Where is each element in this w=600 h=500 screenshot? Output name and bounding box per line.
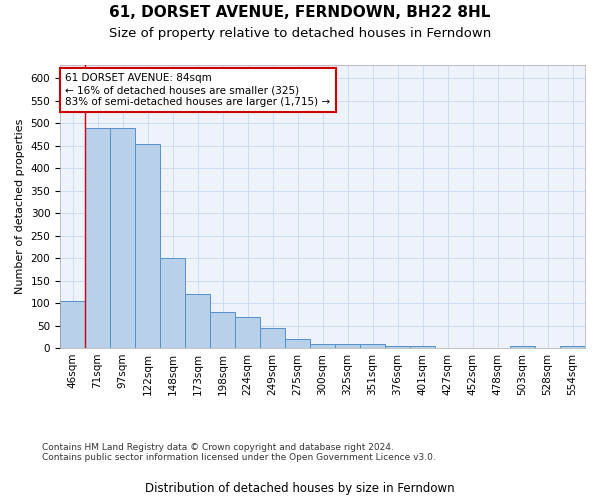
Bar [385,346,410,348]
Bar [260,328,285,348]
Bar [185,294,210,348]
Bar [285,339,310,348]
Text: 61 DORSET AVENUE: 84sqm
← 16% of detached houses are smaller (325)
83% of semi-d: 61 DORSET AVENUE: 84sqm ← 16% of detache… [65,74,331,106]
Bar [110,128,135,348]
Text: Distribution of detached houses by size in Ferndown: Distribution of detached houses by size … [145,482,455,495]
Text: Size of property relative to detached houses in Ferndown: Size of property relative to detached ho… [109,28,491,40]
Text: Contains HM Land Registry data © Crown copyright and database right 2024.
Contai: Contains HM Land Registry data © Crown c… [42,442,436,462]
Text: 61, DORSET AVENUE, FERNDOWN, BH22 8HL: 61, DORSET AVENUE, FERNDOWN, BH22 8HL [109,5,491,20]
Bar [160,258,185,348]
Bar [410,346,435,348]
Bar [210,312,235,348]
Bar [135,144,160,348]
Bar [235,316,260,348]
Bar [335,344,360,348]
Bar [510,346,535,348]
Y-axis label: Number of detached properties: Number of detached properties [15,119,25,294]
Bar [360,344,385,348]
Bar [60,301,85,348]
Bar [85,128,110,348]
Bar [560,346,585,348]
Bar [310,344,335,348]
